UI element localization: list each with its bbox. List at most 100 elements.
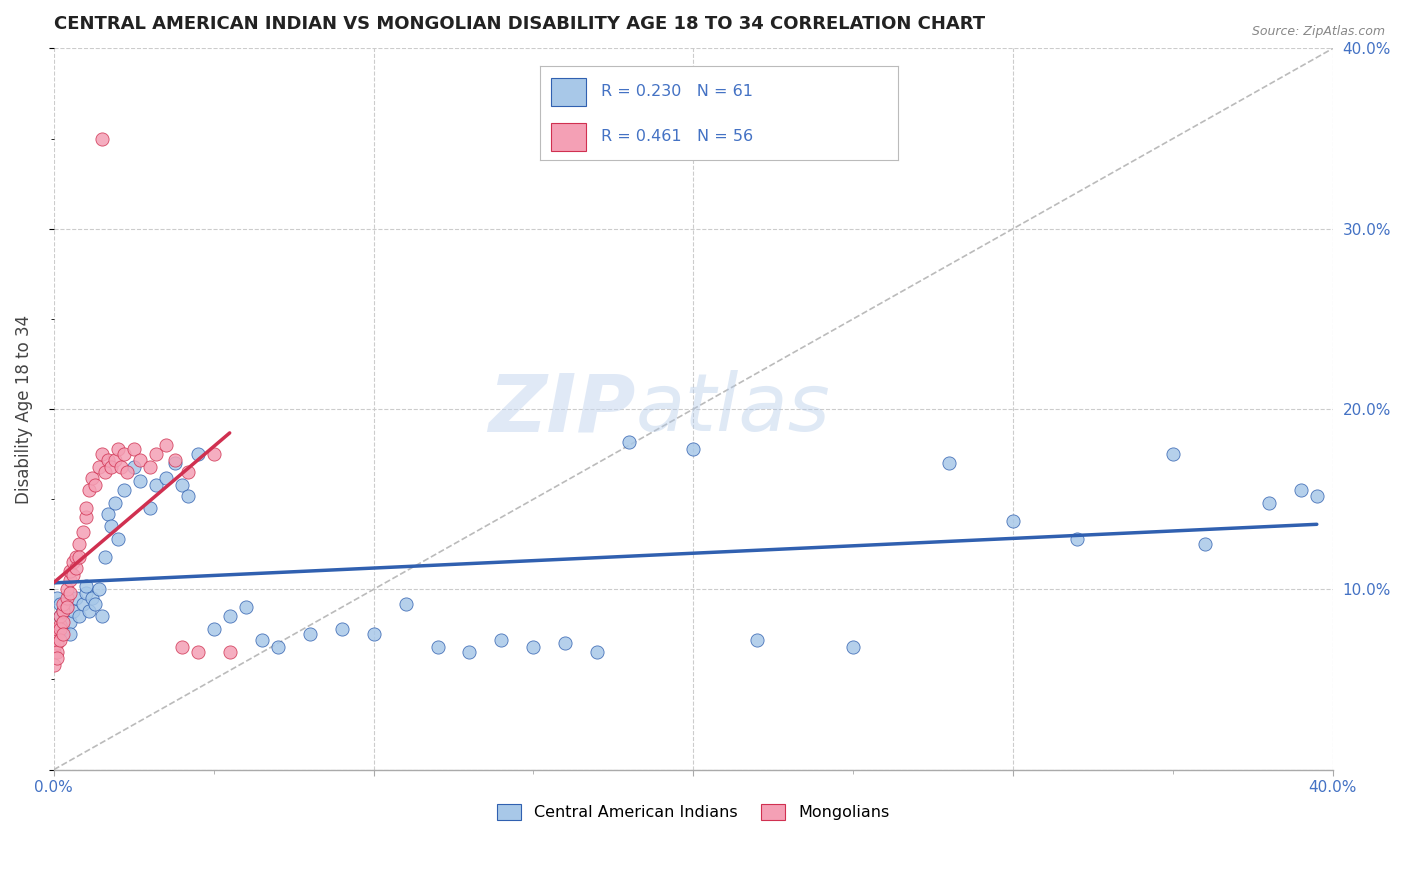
Point [59, 564, 82, 578]
Point [298, 627, 321, 641]
Point [145, 447, 167, 461]
Point [77, 604, 100, 618]
Point [55, 582, 77, 597]
Point [46, 627, 69, 641]
Point [202, 622, 225, 636]
Point [82, 470, 104, 484]
Text: CENTRAL AMERICAN INDIAN VS MONGOLIAN DISABILITY AGE 18 TO 34 CORRELATION CHART: CENTRAL AMERICAN INDIAN VS MONGOLIAN DIS… [53, 15, 986, 33]
Point [117, 465, 139, 479]
Text: ZIP: ZIP [488, 370, 636, 448]
Point [49, 632, 72, 647]
Point [103, 496, 125, 510]
Point [97, 507, 120, 521]
Point [55, 600, 77, 615]
Point [59, 627, 82, 641]
Point [65, 591, 87, 606]
Point [42, 640, 65, 654]
Point [55, 591, 77, 606]
Point [165, 456, 187, 470]
Point [426, 640, 449, 654]
Point [67, 549, 90, 564]
Point [59, 586, 82, 600]
Point [235, 600, 257, 615]
Point [52, 622, 75, 636]
Point [938, 456, 960, 470]
Point [1289, 483, 1312, 498]
Point [266, 640, 288, 654]
Point [165, 452, 187, 467]
Point [187, 447, 209, 461]
Point [42, 645, 65, 659]
Text: Source: ZipAtlas.com: Source: ZipAtlas.com [1251, 25, 1385, 38]
Point [177, 465, 200, 479]
Point [82, 591, 104, 606]
Point [42, 658, 65, 673]
Point [1194, 537, 1216, 551]
Point [1306, 489, 1329, 503]
Point [107, 442, 129, 456]
Point [145, 477, 167, 491]
Point [90, 447, 112, 461]
Point [363, 627, 385, 641]
Point [49, 609, 72, 624]
Point [75, 501, 97, 516]
Point [49, 597, 72, 611]
Point [100, 459, 122, 474]
Point [75, 579, 97, 593]
Point [554, 636, 576, 650]
Point [139, 501, 162, 516]
Point [110, 459, 132, 474]
Point [49, 609, 72, 624]
Point [100, 519, 122, 533]
Point [330, 622, 353, 636]
Point [202, 447, 225, 461]
Text: atlas: atlas [636, 370, 831, 448]
Point [42, 632, 65, 647]
Point [84, 597, 107, 611]
Point [155, 438, 177, 452]
Point [90, 131, 112, 145]
Point [107, 532, 129, 546]
Point [77, 483, 100, 498]
Point [842, 640, 865, 654]
Point [46, 645, 69, 659]
Point [619, 434, 641, 449]
Y-axis label: Disability Age 18 to 34: Disability Age 18 to 34 [15, 315, 32, 504]
Point [139, 459, 162, 474]
Point [46, 651, 69, 665]
Point [72, 524, 94, 539]
Point [1257, 496, 1279, 510]
Point [46, 622, 69, 636]
Point [55, 600, 77, 615]
Point [72, 597, 94, 611]
Point [46, 636, 69, 650]
Point [65, 549, 87, 564]
Point [103, 452, 125, 467]
Point [1161, 447, 1184, 461]
Point [52, 604, 75, 618]
Legend: Central American Indians, Mongolians: Central American Indians, Mongolians [491, 797, 896, 827]
Point [170, 477, 193, 491]
Point [187, 645, 209, 659]
Point [97, 452, 120, 467]
Point [112, 483, 135, 498]
Point [52, 597, 75, 611]
Point [59, 615, 82, 629]
Point [75, 510, 97, 524]
Point [586, 645, 609, 659]
Point [122, 459, 145, 474]
Point [84, 477, 107, 491]
Point [112, 447, 135, 461]
Point [90, 609, 112, 624]
Point [67, 609, 90, 624]
Point [1002, 514, 1025, 528]
Point [218, 609, 240, 624]
Point [65, 560, 87, 574]
Point [129, 474, 152, 488]
Point [177, 489, 200, 503]
Point [52, 627, 75, 641]
Point [170, 640, 193, 654]
Point [52, 615, 75, 629]
Point [94, 465, 117, 479]
Point [59, 574, 82, 588]
